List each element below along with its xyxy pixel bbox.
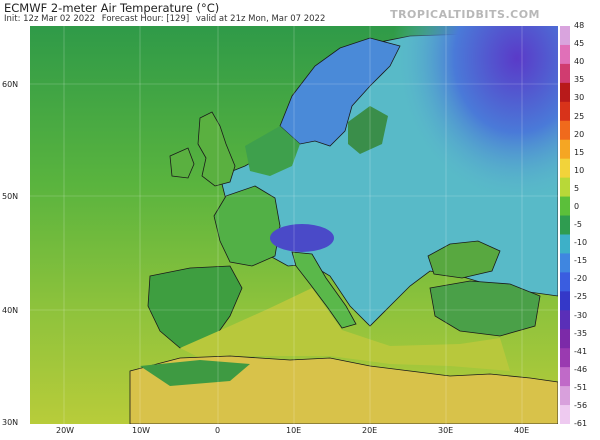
colorbar-label: -5	[574, 220, 582, 229]
colorbar-label: 45	[574, 39, 585, 49]
colorbar-swatch	[560, 82, 570, 103]
map-header: ECMWF 2-meter Air Temperature (°C) Init:…	[0, 0, 600, 26]
iberian-peninsula	[147, 265, 243, 349]
colorbar-label: 5	[574, 183, 580, 193]
ireland	[169, 147, 195, 179]
colorbar-label: 30	[574, 93, 585, 103]
turkey	[429, 280, 541, 337]
init-time: Init: 12z Mar 02 2022	[4, 14, 96, 24]
colorbar-swatch	[560, 386, 570, 406]
colorbar-swatch	[560, 177, 570, 198]
colorbar-label: 15	[574, 147, 585, 157]
colorbar-label: -25	[574, 292, 588, 302]
lat-label-30n: 30N	[2, 418, 19, 427]
lon-label-10w: 10W	[132, 426, 151, 435]
colorbar-swatch	[560, 291, 570, 311]
lat-label-40n: 40N	[2, 306, 19, 315]
colorbar-label: 20	[574, 129, 585, 139]
colorbar-label: 10	[574, 165, 585, 175]
colorbar-swatch	[560, 405, 570, 424]
lon-label-0: 0	[215, 426, 221, 435]
map-canvas	[30, 26, 558, 424]
colorbar-label: -20	[574, 274, 588, 284]
great-britain	[197, 111, 236, 187]
scandinavia	[279, 37, 401, 147]
colorbar-swatch	[560, 158, 570, 179]
lat-label-60n: 60N	[2, 80, 19, 89]
colorbar-label: 48	[574, 21, 585, 30]
lon-label-20e: 20E	[362, 426, 378, 435]
colorbar-label: -15	[574, 256, 588, 266]
colorbar-swatch	[560, 44, 570, 65]
lon-label-20w: 20W	[56, 426, 75, 435]
colorbar-label: -61	[574, 419, 588, 428]
colorbar-swatch	[560, 310, 570, 330]
colorbar-swatch	[560, 196, 570, 217]
valid-time: valid at 21z Mon, Mar 07 2022	[195, 14, 326, 24]
graticule	[30, 26, 558, 424]
colorbar-label: -51	[574, 382, 588, 392]
black-sea	[427, 240, 501, 279]
north-sea	[245, 126, 300, 176]
forecast-hour: Forecast Hour: [129]	[101, 14, 190, 24]
colorbar-label: 25	[574, 111, 585, 121]
colorbar-label: 35	[574, 75, 585, 85]
colorbar-swatch	[560, 329, 570, 349]
colorbar-swatch	[560, 63, 570, 84]
colorbar-swatch	[560, 101, 570, 122]
map-subtitle: Init: 12z Mar 02 2022 Forecast Hour: [12…	[4, 14, 329, 24]
map-title: ECMWF 2-meter Air Temperature (°C)	[4, 1, 220, 15]
lon-label-30e: 30E	[438, 426, 454, 435]
colorbar-swatch	[560, 272, 570, 292]
colorbar-swatch	[560, 348, 570, 368]
colorbar-label: -46	[574, 364, 588, 374]
lon-label-10e: 10E	[286, 426, 302, 435]
colorbar-swatch	[560, 215, 570, 235]
lon-label-40e: 40E	[514, 426, 530, 435]
colorbar-swatch	[560, 234, 570, 254]
colorbar-label: -56	[574, 400, 588, 410]
lat-label-50n: 50N	[2, 192, 19, 201]
france	[213, 185, 281, 267]
colorbar-label: 40	[574, 57, 585, 67]
colorbar	[560, 26, 570, 424]
mediterranean-sea	[180, 288, 510, 371]
colorbar-label: -10	[574, 238, 588, 248]
colorbar-swatch	[560, 120, 570, 141]
brand-watermark: TROPICALTIDBITS.COM	[390, 8, 540, 21]
colorbar-swatch	[560, 26, 570, 46]
colorbar-label: 0	[574, 201, 580, 211]
colorbar-label: -41	[574, 346, 588, 356]
colorbar-swatch	[560, 253, 570, 273]
colorbar-scale	[560, 26, 570, 424]
italy	[291, 251, 357, 329]
colorbar-label: -30	[574, 310, 588, 320]
temperature-map	[30, 26, 558, 424]
colorbar-label: -35	[574, 328, 588, 338]
atlas-mountains	[140, 360, 250, 386]
alps-cold-spot	[270, 224, 334, 252]
colorbar-swatch	[560, 139, 570, 160]
colorbar-swatch	[560, 367, 570, 387]
baltic-sea	[348, 106, 388, 154]
